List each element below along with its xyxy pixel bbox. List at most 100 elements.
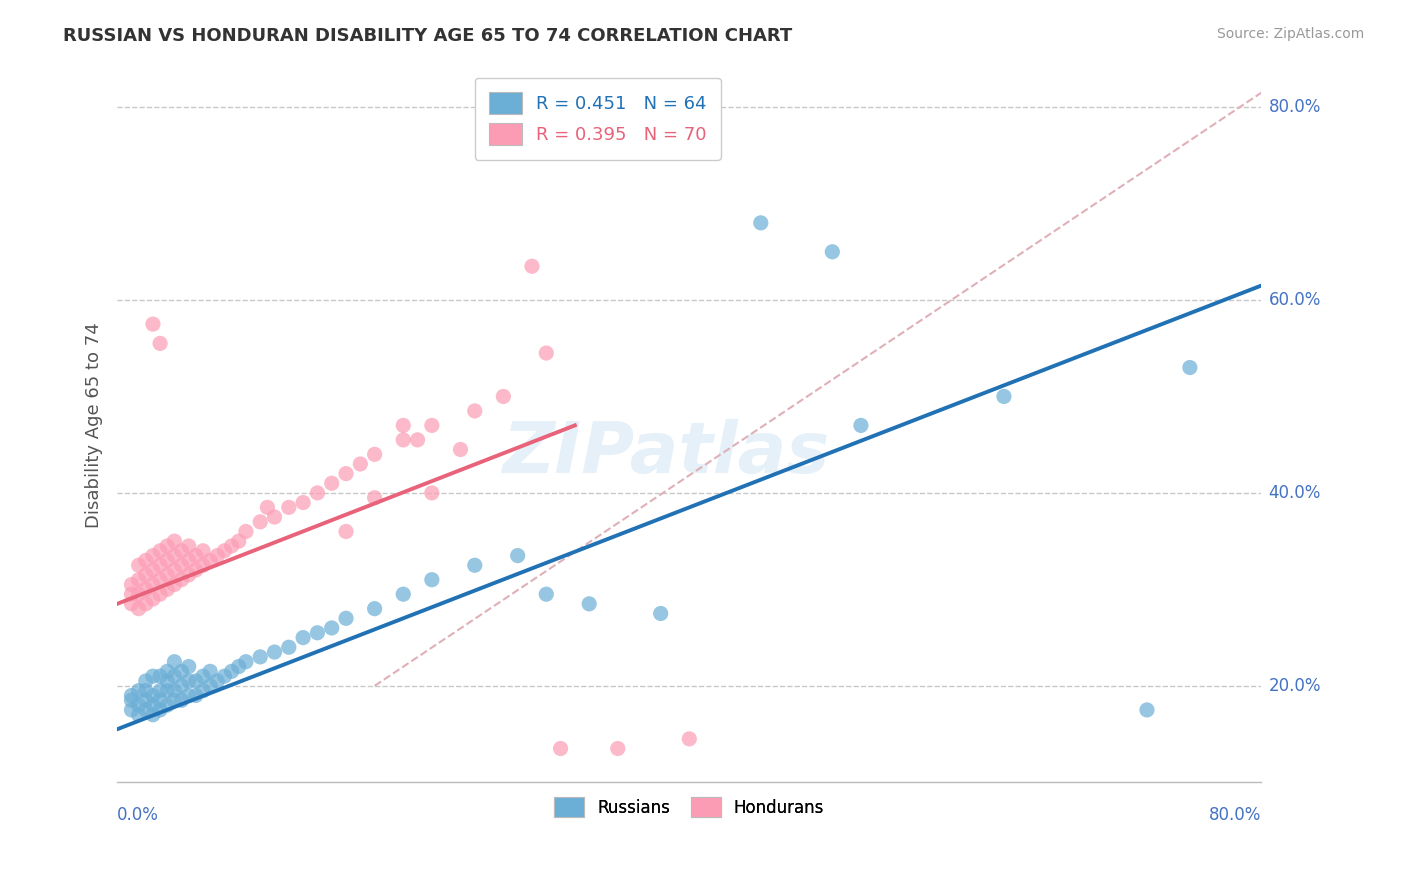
Point: [163, 693, 186, 707]
Point: [228, 659, 250, 673]
Point: [214, 669, 236, 683]
Point: [198, 665, 221, 679]
Point: [420, 573, 443, 587]
Point: [142, 698, 165, 712]
Point: [184, 549, 207, 563]
Point: [550, 741, 572, 756]
Point: [163, 655, 186, 669]
Point: [1178, 360, 1201, 375]
Point: [142, 563, 165, 577]
Point: [207, 549, 229, 563]
Point: [363, 491, 385, 505]
Point: [191, 558, 214, 573]
Point: [163, 549, 186, 563]
Text: RUSSIAN VS HONDURAN DISABILITY AGE 65 TO 74 CORRELATION CHART: RUSSIAN VS HONDURAN DISABILITY AGE 65 TO…: [63, 27, 793, 45]
Point: [128, 587, 150, 601]
Point: [392, 433, 415, 447]
Point: [142, 689, 165, 703]
Point: [198, 553, 221, 567]
Point: [163, 669, 186, 683]
Point: [184, 673, 207, 688]
Point: [128, 698, 150, 712]
Point: [149, 669, 172, 683]
Point: [292, 495, 315, 509]
Point: [263, 510, 285, 524]
Text: Source: ZipAtlas.com: Source: ZipAtlas.com: [1216, 27, 1364, 41]
Point: [170, 543, 193, 558]
Point: [464, 404, 486, 418]
Point: [128, 707, 150, 722]
Point: [149, 573, 172, 587]
Point: [821, 244, 844, 259]
Point: [128, 601, 150, 615]
Point: [277, 640, 299, 655]
Point: [1136, 703, 1159, 717]
Point: [170, 693, 193, 707]
Point: [606, 741, 628, 756]
Point: [536, 587, 558, 601]
Point: [207, 673, 229, 688]
Point: [249, 649, 271, 664]
Point: [191, 543, 214, 558]
Point: [249, 515, 271, 529]
Text: 20.0%: 20.0%: [1268, 677, 1322, 695]
Point: [149, 703, 172, 717]
Point: [307, 625, 329, 640]
Point: [163, 683, 186, 698]
Legend: Russians, Hondurans: Russians, Hondurans: [548, 790, 831, 824]
Point: [170, 558, 193, 573]
Point: [650, 607, 672, 621]
Point: [121, 689, 143, 703]
Point: [263, 645, 285, 659]
Point: [142, 577, 165, 591]
Point: [277, 500, 299, 515]
Point: [135, 703, 157, 717]
Point: [307, 486, 329, 500]
Point: [420, 418, 443, 433]
Point: [335, 467, 357, 481]
Point: [135, 673, 157, 688]
Point: [191, 669, 214, 683]
Point: [420, 486, 443, 500]
Point: [392, 587, 415, 601]
Point: [392, 418, 415, 433]
Point: [321, 621, 343, 635]
Point: [135, 553, 157, 567]
Point: [128, 683, 150, 698]
Point: [406, 433, 429, 447]
Point: [142, 549, 165, 563]
Point: [177, 553, 200, 567]
Point: [149, 558, 172, 573]
Point: [177, 673, 200, 688]
Point: [235, 524, 257, 539]
Point: [149, 693, 172, 707]
Point: [191, 683, 214, 698]
Point: [177, 689, 200, 703]
Point: [149, 587, 172, 601]
Point: [163, 563, 186, 577]
Point: [228, 534, 250, 549]
Point: [170, 679, 193, 693]
Point: [163, 534, 186, 549]
Text: 80.0%: 80.0%: [1209, 806, 1261, 824]
Point: [177, 539, 200, 553]
Point: [221, 539, 243, 553]
Point: [184, 689, 207, 703]
Point: [142, 592, 165, 607]
Point: [849, 418, 872, 433]
Point: [156, 568, 179, 582]
Point: [142, 707, 165, 722]
Point: [135, 582, 157, 597]
Text: 60.0%: 60.0%: [1268, 291, 1320, 309]
Point: [335, 524, 357, 539]
Point: [177, 568, 200, 582]
Point: [170, 573, 193, 587]
Point: [121, 577, 143, 591]
Text: 0.0%: 0.0%: [117, 806, 159, 824]
Point: [135, 568, 157, 582]
Point: [678, 731, 700, 746]
Point: [198, 679, 221, 693]
Point: [170, 665, 193, 679]
Point: [149, 336, 172, 351]
Point: [156, 698, 179, 712]
